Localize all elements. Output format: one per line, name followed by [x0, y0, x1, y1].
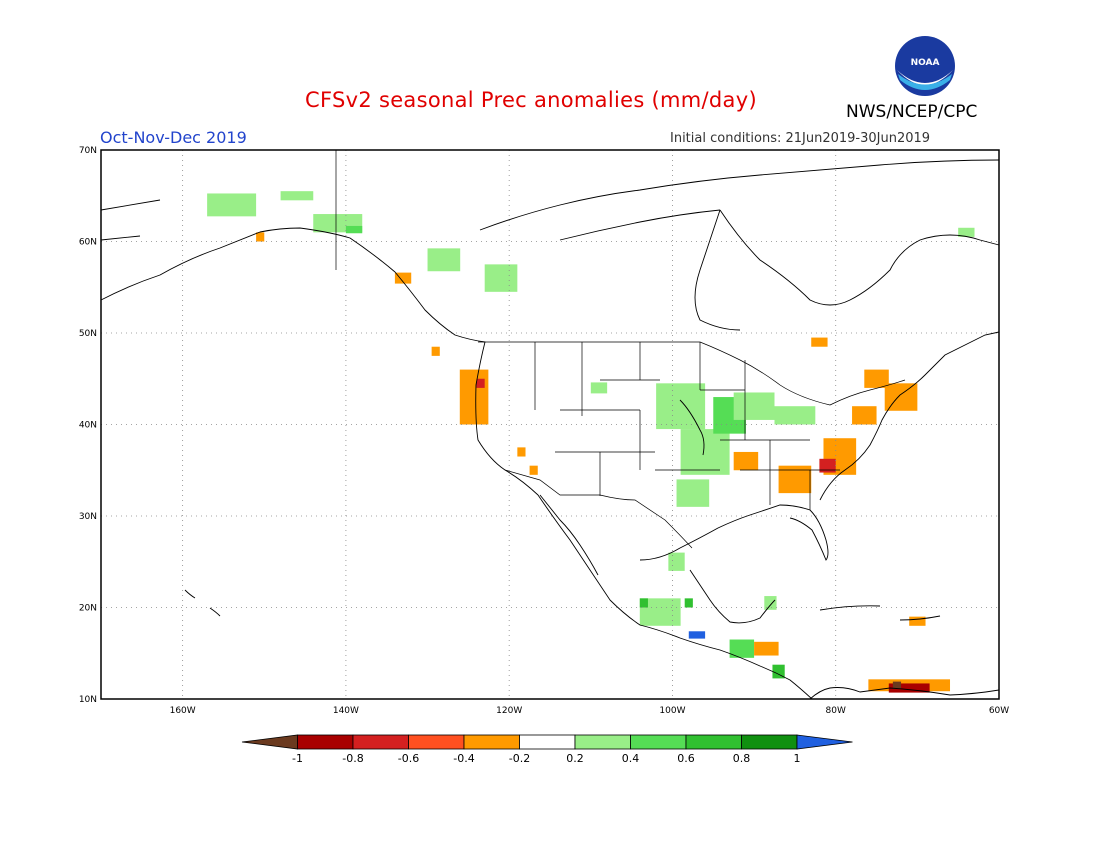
lon-tick-label: 100W	[659, 706, 685, 716]
colorbar-swatch	[463, 734, 520, 750]
anomaly-cell	[484, 264, 518, 292]
noaa-logo-text: NOAA	[911, 58, 940, 68]
colorbar-label: 0.2	[566, 752, 584, 765]
colorbar-label: 1	[794, 752, 801, 765]
agency-label: NWS/NCEP/CPC	[846, 102, 978, 122]
colorbar: -1 -0.8 -0.6 -0.4 -0.2 0.2 0.4 0.6 0.8 1	[241, 734, 853, 765]
anomaly-cell	[680, 429, 730, 475]
political-borders	[335, 150, 906, 549]
lon-tick-label: 120W	[496, 706, 522, 716]
axis-labels: 70N 60N 50N 40N 30N 20N 10N 160W 140W 120W 100W 80W…	[79, 146, 1009, 716]
anomaly-cell	[590, 382, 608, 394]
map-frame	[100, 149, 1000, 700]
anomaly-cell	[811, 337, 828, 347]
anomaly-cell	[639, 598, 648, 608]
anomaly-cell	[207, 193, 257, 217]
lat-tick-label: 30N	[79, 512, 97, 522]
colorbar-label: 0.4	[622, 752, 640, 765]
anomaly-cell	[676, 479, 710, 507]
anomaly-cell	[476, 378, 485, 388]
anomaly-cell	[764, 596, 777, 610]
anomaly-cell	[888, 683, 930, 693]
colorbar-label: -1	[292, 752, 303, 765]
lon-tick-label: 60W	[989, 706, 1009, 716]
lon-tick-label: 140W	[333, 706, 359, 716]
map-border	[100, 149, 1000, 700]
coastlines	[100, 159, 1000, 700]
lat-tick-label: 60N	[79, 238, 97, 248]
colorbar-swatch	[297, 734, 354, 750]
season-label: Oct-Nov-Dec 2019	[100, 128, 247, 147]
anomaly-cell	[431, 346, 440, 356]
anomaly-cell	[819, 458, 836, 473]
colorbar-swatch	[352, 734, 409, 750]
anomaly-cell	[394, 272, 412, 284]
anomaly-cell	[280, 191, 314, 201]
anomaly-cell	[733, 451, 759, 471]
lat-tick-label: 70N	[79, 146, 97, 156]
lon-tick-label: 80W	[826, 706, 846, 716]
anomaly-cell	[529, 465, 538, 475]
colorbar-label: 0.8	[733, 752, 751, 765]
anomaly-cell	[772, 664, 785, 679]
anomaly-cell	[892, 681, 902, 689]
anomaly-cell	[517, 447, 526, 457]
lat-tick-label: 10N	[79, 695, 97, 705]
anomaly-cell	[754, 641, 779, 656]
colorbar-swatch	[519, 734, 576, 750]
anomaly-cell	[684, 598, 693, 608]
anomaly-cell	[459, 369, 489, 425]
anomaly-cell	[656, 383, 706, 430]
colorbar-label: 0.6	[677, 752, 695, 765]
anomaly-cell	[864, 369, 889, 388]
colorbar-label: -0.8	[342, 752, 363, 765]
anomaly-cell	[729, 639, 755, 658]
anomaly-cell	[774, 406, 816, 425]
anomaly-layer	[207, 191, 975, 693]
colorbar-swatch	[741, 734, 798, 750]
anomaly-cell	[852, 406, 877, 425]
lat-tick-label: 20N	[79, 604, 97, 614]
colorbar-swatch	[574, 734, 631, 750]
anomaly-cell	[909, 616, 926, 626]
lon-tick-label: 160W	[170, 706, 196, 716]
map-title: CFSv2 seasonal Prec anomalies (mm/day)	[305, 88, 757, 112]
colorbar-swatch	[685, 734, 742, 750]
colorbar-label: -0.6	[398, 752, 419, 765]
lat-tick-label: 40N	[79, 421, 97, 431]
map-background	[101, 150, 999, 699]
anomaly-cell	[958, 227, 975, 237]
colorbar-label: -0.4	[453, 752, 474, 765]
colorbar-label: -0.2	[509, 752, 530, 765]
colorbar-swatch	[408, 734, 465, 750]
colorbar-swatch	[796, 734, 853, 750]
anomaly-cell	[733, 392, 775, 420]
anomaly-cell	[884, 383, 918, 411]
anomaly-cell	[427, 248, 461, 272]
noaa-logo: NOAA	[895, 36, 955, 96]
anomaly-cell	[668, 552, 685, 571]
colorbar-swatch	[241, 734, 298, 750]
anomaly-cell	[688, 631, 706, 639]
colorbar-swatch	[630, 734, 687, 750]
anomaly-cell	[256, 232, 265, 242]
initial-conditions-label: Initial conditions: 21Jun2019-30Jun2019	[670, 131, 931, 146]
anomaly-cell	[345, 225, 363, 234]
lat-tick-label: 50N	[79, 329, 97, 339]
